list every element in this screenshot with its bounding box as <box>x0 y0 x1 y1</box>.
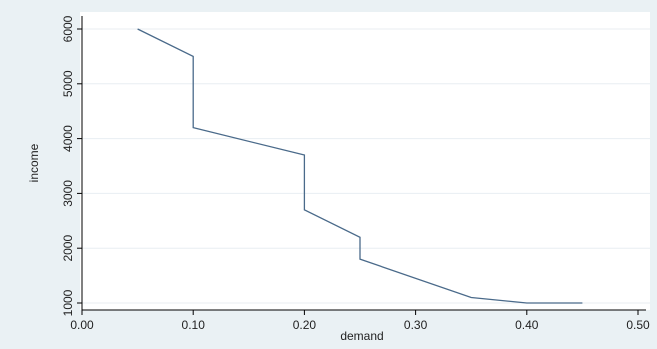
y-axis-label: income <box>27 143 41 182</box>
y-tick-label: 1000 <box>61 289 75 316</box>
x-tick-label: 0.10 <box>182 318 206 332</box>
plot-area <box>80 12 650 310</box>
x-tick-label: 0.50 <box>626 318 650 332</box>
y-tick-label: 2000 <box>61 235 75 262</box>
x-tick-label: 0.20 <box>293 318 317 332</box>
y-tick-label: 5000 <box>61 70 75 97</box>
x-tick-label: 0.40 <box>515 318 539 332</box>
y-tick-label: 6000 <box>61 15 75 42</box>
y-tick-label: 3000 <box>61 180 75 207</box>
x-axis-label: demand <box>340 329 383 343</box>
x-tick-label: 0.00 <box>70 318 94 332</box>
y-tick-label: 4000 <box>61 125 75 152</box>
x-tick-label: 0.30 <box>404 318 428 332</box>
